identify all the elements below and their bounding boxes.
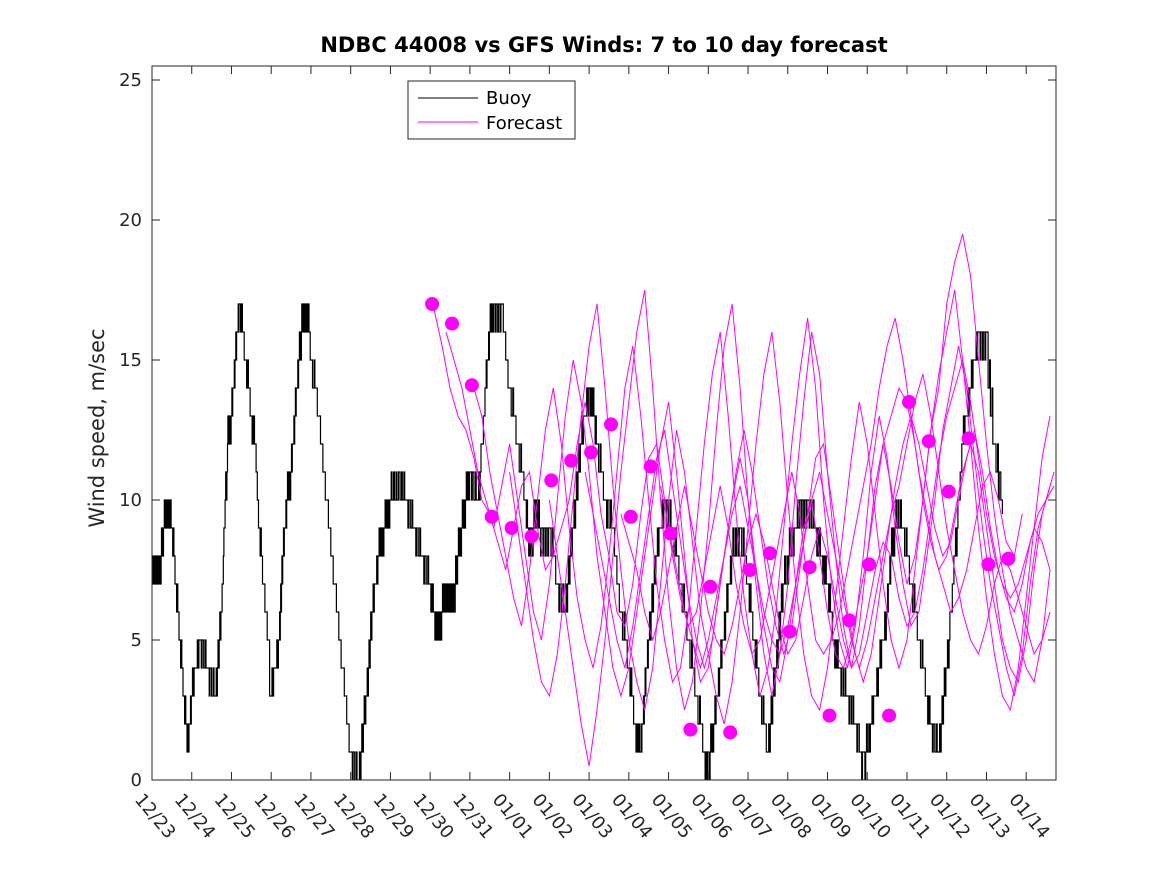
y-tick-label: 0 xyxy=(131,770,142,791)
legend-buoy-label: Buoy xyxy=(486,88,532,109)
forecast-dot xyxy=(524,529,539,544)
forecast-dot xyxy=(941,484,956,499)
forecast-dot xyxy=(882,708,897,723)
forecast-dot xyxy=(623,509,638,524)
forecast-dot xyxy=(663,526,678,541)
forecast-dot xyxy=(504,521,519,535)
forecast-dot xyxy=(1001,551,1016,566)
y-axis-ticks: 0 5 10 15 20 25 xyxy=(119,70,1056,791)
forecast-line xyxy=(548,289,1051,767)
y-tick-label: 25 xyxy=(119,70,142,91)
legend: Buoy Forecast xyxy=(407,80,576,140)
forecast-dot xyxy=(762,546,777,561)
y-tick-label: 5 xyxy=(131,630,142,651)
forecast-dot xyxy=(842,613,857,628)
forecast-dot xyxy=(961,431,976,446)
plot-area-frame xyxy=(151,65,1057,781)
forecast-dot xyxy=(703,579,718,594)
y-tick-label: 15 xyxy=(119,350,142,371)
legend-box xyxy=(407,80,576,140)
y-tick-label: 20 xyxy=(119,210,142,231)
forecast-dot xyxy=(564,453,579,468)
y-axis-label: Wind speed, m/sec xyxy=(85,328,109,527)
forecast-dot xyxy=(802,560,817,575)
forecast-dot xyxy=(723,725,738,740)
forecast-dot xyxy=(643,459,658,474)
forecast-dot xyxy=(981,557,996,572)
forecast-dot xyxy=(862,557,877,572)
forecast-dot xyxy=(445,316,459,331)
forecast-dots-group xyxy=(425,297,1016,740)
forecast-line xyxy=(660,373,1051,670)
forecast-dot xyxy=(683,722,698,737)
forecast-line xyxy=(620,359,1051,670)
forecast-dot xyxy=(464,378,479,393)
forecast-dot xyxy=(584,445,599,460)
y-tick-label: 10 xyxy=(119,490,142,511)
forecast-dot xyxy=(544,473,559,488)
chart-title: NDBC 44008 vs GFS Winds: 7 to 10 day for… xyxy=(320,33,887,57)
buoy-series-group xyxy=(152,303,1003,780)
forecast-dot xyxy=(822,708,837,723)
forecast-dot xyxy=(782,624,797,639)
forecast-line xyxy=(509,233,1051,725)
forecast-dot xyxy=(484,509,499,524)
forecast-dot xyxy=(921,434,936,449)
forecast-line xyxy=(473,317,1055,697)
buoy-line xyxy=(152,303,1003,780)
forecast-dot xyxy=(743,563,757,577)
legend-forecast-label: Forecast xyxy=(486,113,562,134)
forecast-series-group xyxy=(433,233,1055,767)
forecast-dot xyxy=(425,297,440,311)
forecast-dot xyxy=(604,417,618,432)
forecast-dot xyxy=(902,395,916,409)
